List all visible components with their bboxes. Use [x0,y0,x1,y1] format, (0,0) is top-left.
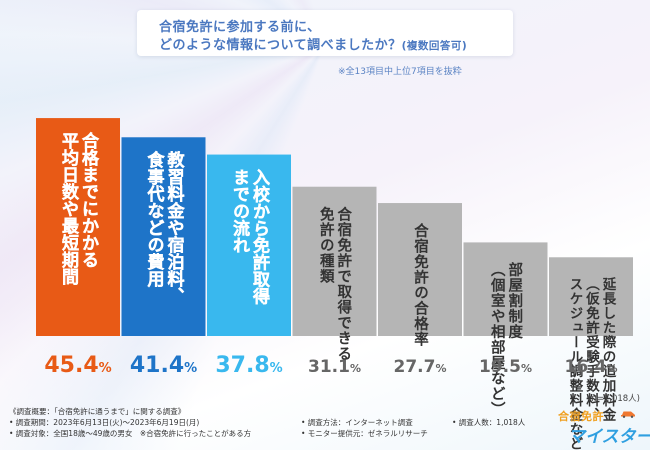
brand-logo: 合宿免許 マイスター [550,408,650,447]
survey-footer: 《調査概要：「合宿免許に通うまで」に関する調査》 • 調査期間：2023年6月1… [9,406,534,439]
title-line-1: 合宿免許に参加する前に、 [159,20,321,35]
footer-survey-method: • 調査方法：インターネット調査 [301,418,413,427]
bar-2 [121,137,206,336]
subnote: ※全13項目中上位7項目を抜粋 [338,67,462,77]
category-label-4-line-2: 免許の種類 [318,205,335,284]
bar-4 [292,186,377,336]
bar-7 [549,257,633,336]
footer-survey-title: 《調査概要：「合宿免許に通うまで」に関する調査》 [9,407,186,416]
footer-survey-period: • 調査期間：2023年6月13日(火)～2023年6月19日(月) [9,418,200,427]
value-label-3: 37.8% [215,353,282,378]
bar-1 [36,118,120,336]
footer-survey-count: • 調査人数：1,018人 [452,418,526,427]
footer-row-1: 《調査概要：「合宿免許に通うまで」に関する調査》 [9,406,534,417]
value-label-4: 31.1% [308,357,361,377]
category-label-3-line-2: までの流れ [229,169,250,254]
footer-survey-target: • 調査対象：全国18歳～49歳の男女 ※合宿免許に行ったことがある方 [9,429,252,438]
logo-bottom-text: マイスター [568,427,650,447]
sample-size-note: (n=1,018人) [588,394,640,404]
category-label-6-line-1: 部屋割制度 [506,261,522,340]
category-label-1-line-1: 合格までにかかる [78,131,99,268]
category-label-7-line-3: スケジュール調整料金など） [567,277,585,450]
bar-6 [463,242,548,336]
bar-5 [378,203,462,336]
footer-row-2: • 調査期間：2023年6月13日(火)～2023年6月19日(月) • 調査方… [9,417,534,428]
category-label-3-line-1: 入校から免許取得 [249,169,271,306]
value-label-2: 41.4% [130,353,197,378]
category-label-1-line-2: 平均日数や最短期間 [58,132,79,286]
value-label-1: 45.4% [44,353,111,378]
category-label-2-line-1: 教習料金や宿泊料、 [164,150,186,304]
category-label-7-line-1: 延長した際の追加料金 [600,276,618,422]
title-line-2-text: どのような情報について調べましたか？ [159,38,402,53]
title-line-2: どのような情報について調べましたか？(複数回答可) [159,34,467,53]
category-label-6-line-2: （個室や相部屋など） [489,262,506,417]
value-label-7: 16.4% [565,357,618,377]
title-note: (複数回答可) [401,40,468,52]
value-label-5: 27.7% [394,357,447,377]
title-box: 合宿免許に参加する前に、 どのような情報について調べましたか？(複数回答可) [137,10,513,56]
bar-3 [207,154,291,336]
footer-monitor-provider: • モニター提供元：ゼネラルリサーチ [301,429,428,438]
logo-top-text: 合宿免許 [558,410,604,423]
category-label-4-line-1: 合宿免許で取得できる [335,205,352,361]
value-label-6: 19.5% [479,357,532,377]
footer-row-3: • 調査対象：全国18歳～49歳の男女 ※合宿免許に行ったことがある方 • モニ… [9,428,534,439]
category-label-2-line-2: 食事代などの費用 [144,150,166,288]
car-icon [621,411,635,418]
category-label-5-line-1: 合宿免許の合格率 [412,222,429,348]
category-label-7-line-2: （仮免許受験手数料、 [583,277,601,422]
